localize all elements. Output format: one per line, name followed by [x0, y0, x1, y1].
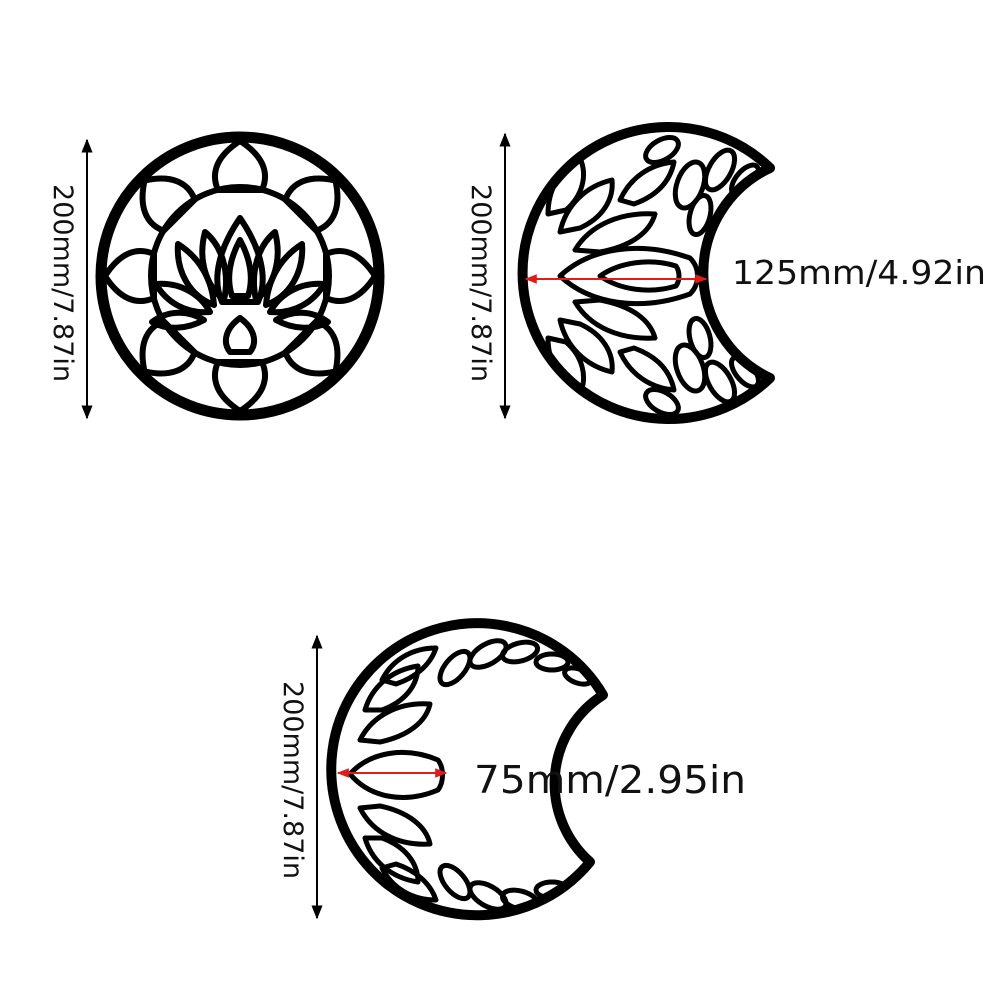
- height-label: 200mm/7.87in: [277, 681, 308, 879]
- height-label: 200mm/7.87in: [47, 184, 78, 382]
- lotus-circle-shape: [101, 137, 379, 415]
- crescent-moon-narrow-item: 200mm/7.87in 7: [277, 623, 746, 918]
- crescent-moon-wide-item: 200mm/7.87in: [465, 127, 986, 420]
- width-label: 75mm/2.95in: [474, 758, 746, 802]
- lotus-circle-item: 200mm/7.87in: [47, 137, 379, 418]
- height-label: 200mm/7.87in: [465, 184, 496, 382]
- width-label: 125mm/4.92in: [732, 253, 986, 292]
